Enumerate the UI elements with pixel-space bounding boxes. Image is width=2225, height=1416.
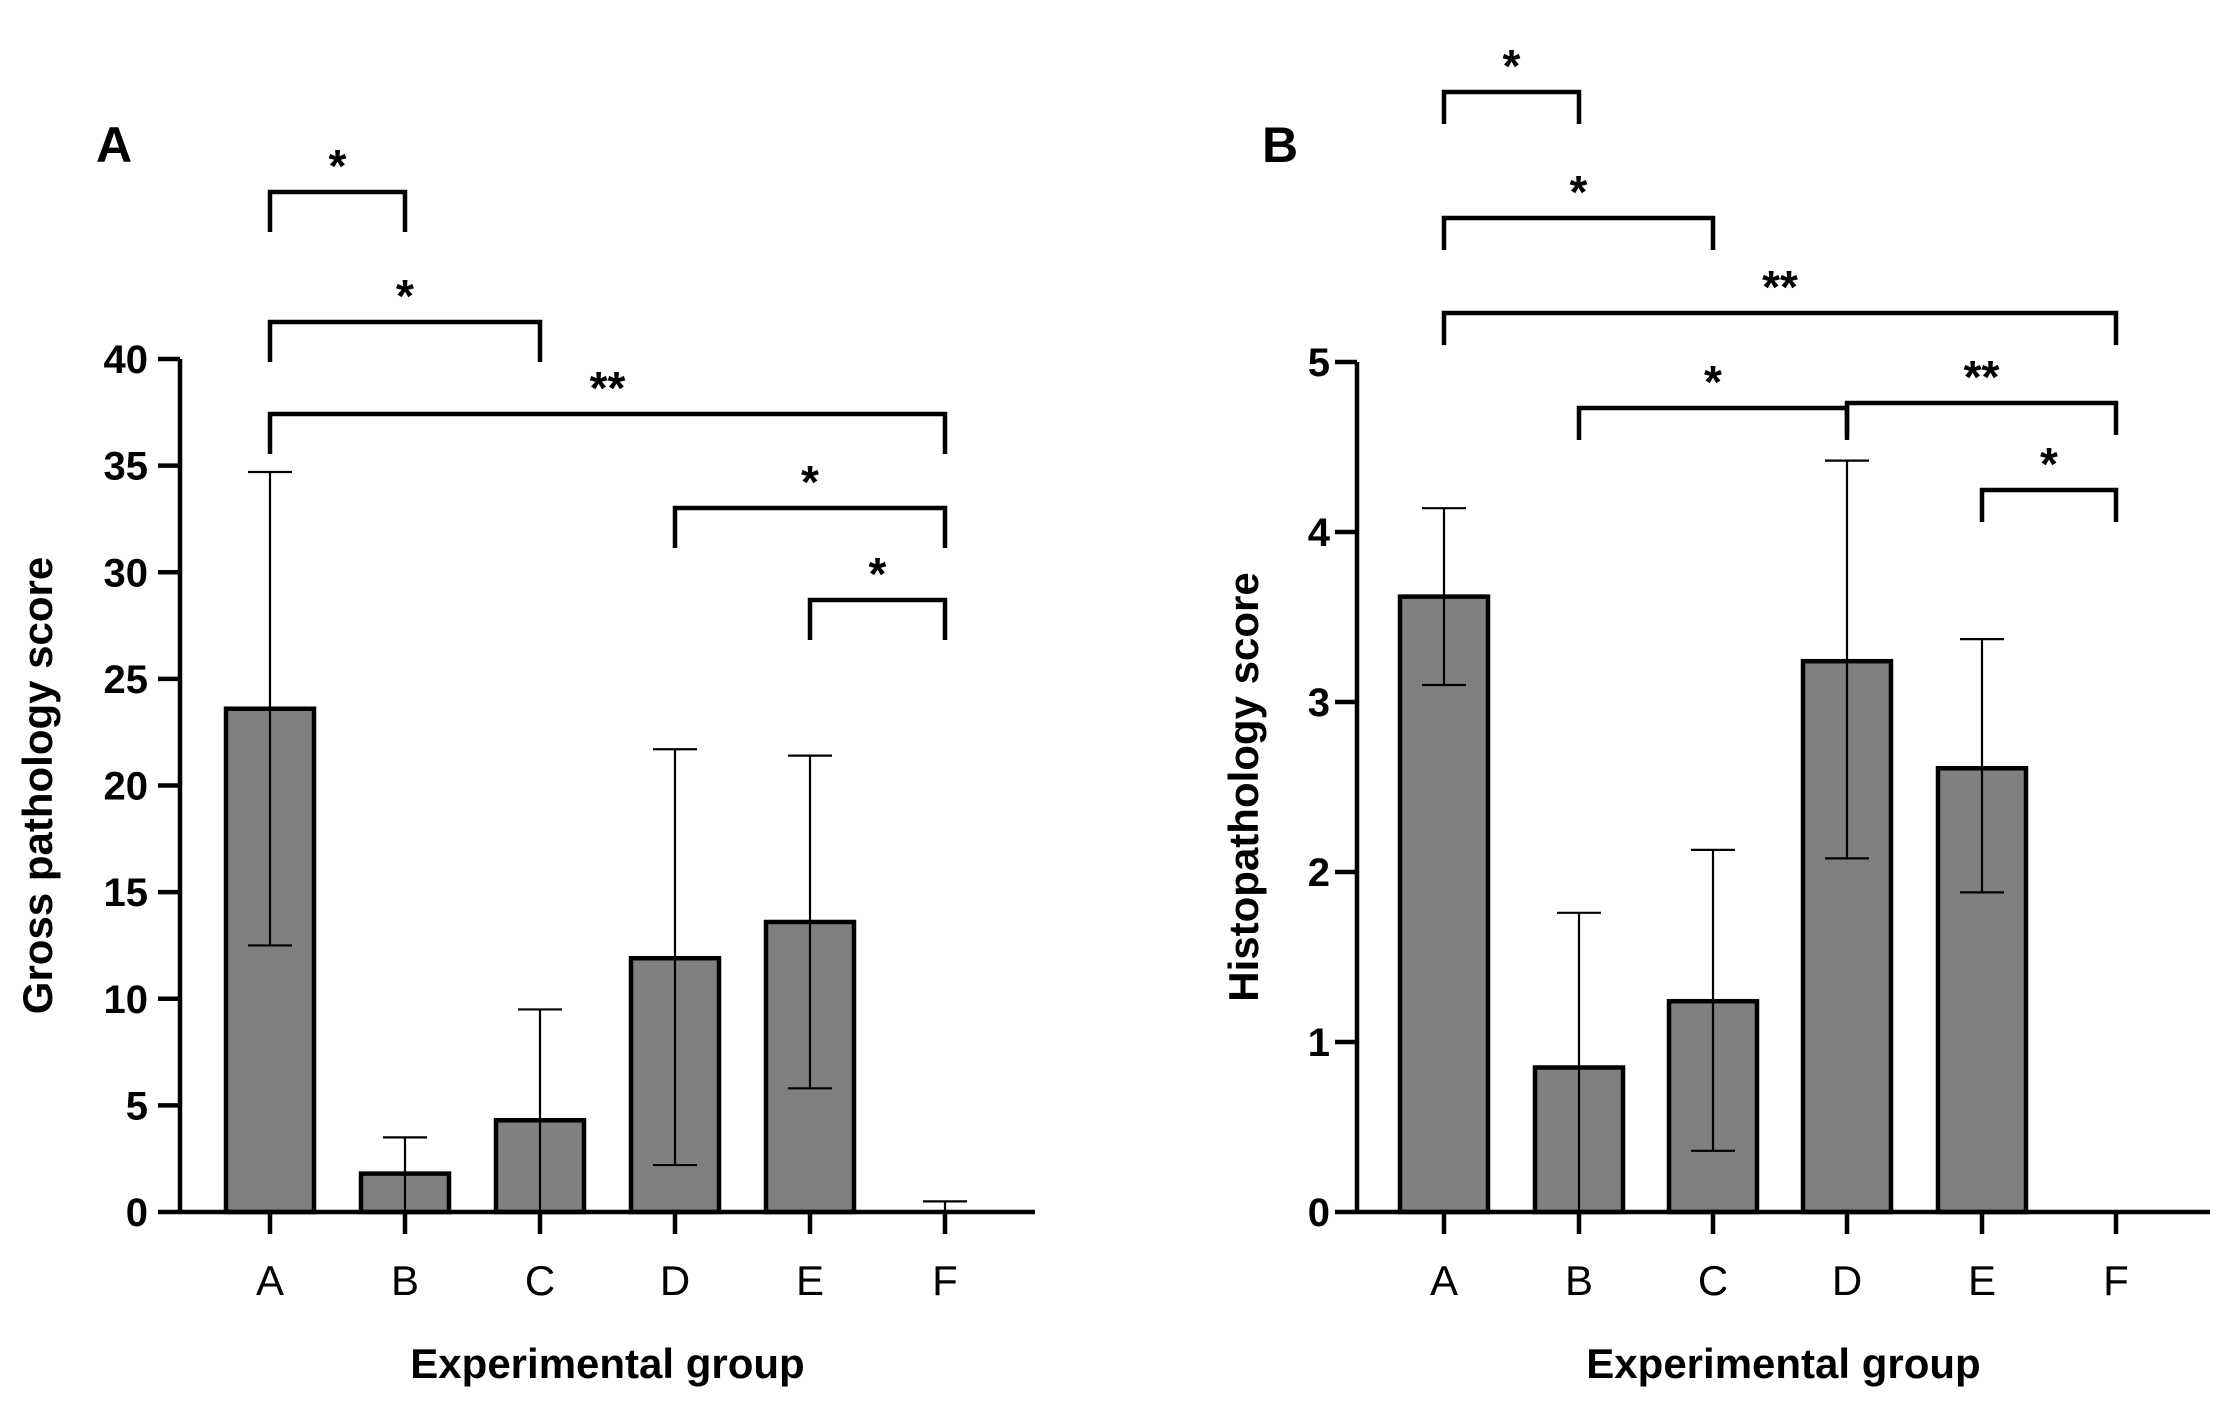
x-tick-label: D (660, 1257, 690, 1304)
bracket-line (672, 505, 948, 548)
significance-label: * (869, 548, 887, 600)
significance-bracket-a-f: ** (267, 362, 948, 454)
significance-label: ** (1762, 261, 1798, 313)
significance-bracket-a-c: * (267, 270, 543, 362)
y-tick-label: 5 (1308, 341, 1330, 385)
y-tick-label: 0 (126, 1191, 148, 1235)
x-tick-label: E (1968, 1257, 1996, 1304)
y-tick-label: 10 (104, 978, 149, 1022)
bracket-line (807, 597, 948, 640)
x-tick-label: A (1430, 1257, 1458, 1304)
significance-bracket-d-f: * (672, 456, 948, 548)
panel-letter: B (1262, 117, 1298, 173)
y-tick-label: 15 (104, 871, 149, 915)
bracket-line (1441, 310, 2119, 345)
bracket-line (267, 189, 408, 232)
y-tick-label: 4 (1308, 511, 1331, 555)
significance-label: * (1570, 166, 1588, 218)
y-axis-title: Gross pathology score (14, 557, 61, 1014)
y-tick-label: 2 (1308, 851, 1330, 895)
panel-b: B 0 1 2 3 4 5 A B C D E F Experimental group Histopath… (1220, 40, 2210, 1387)
significance-label: * (1704, 356, 1722, 408)
significance-bracket-e-f: * (1979, 438, 2119, 522)
y-axis-title: Histopathology score (1220, 572, 1267, 1001)
x-axis-title: Experimental group (1586, 1340, 1980, 1387)
significance-bracket-a-b: * (267, 140, 408, 232)
significance-bracket-a-b: * (1441, 40, 1582, 124)
x-tick-label: B (1565, 1257, 1593, 1304)
bracket-line (1576, 405, 1850, 440)
significance-label: * (2040, 438, 2058, 490)
significance-label: * (801, 456, 819, 508)
significance-label: * (396, 270, 414, 322)
bracket-line (1844, 400, 2119, 435)
significance-label: ** (1964, 351, 2000, 403)
significance-label: * (1503, 40, 1521, 92)
significance-label: * (329, 140, 347, 192)
panel-letter: A (96, 117, 132, 173)
y-tick-label: 40 (104, 338, 149, 382)
x-tick-label: F (932, 1257, 958, 1304)
bracket-line (267, 319, 543, 362)
y-tick-label: 0 (1308, 1191, 1330, 1235)
y-tick-label: 1 (1308, 1021, 1330, 1065)
significance-bracket-a-f: ** (1441, 261, 2119, 345)
x-tick-label: C (525, 1257, 555, 1304)
significance-bracket-e-f: * (807, 548, 948, 640)
y-tick-label: 5 (126, 1084, 148, 1128)
x-axis-title: Experimental group (410, 1340, 804, 1387)
bracket-line (1979, 487, 2119, 522)
x-tick-label: F (2103, 1257, 2129, 1304)
y-tick-label: 20 (104, 765, 149, 809)
significance-bracket-b-d: * (1576, 356, 1850, 440)
x-tick-label: E (796, 1257, 824, 1304)
x-tick-label: C (1698, 1257, 1728, 1304)
bracket-line (267, 411, 948, 454)
y-tick-label: 35 (104, 445, 149, 489)
significance-bracket-a-c: * (1441, 166, 1716, 250)
significance-label: ** (590, 362, 626, 414)
x-tick-label: A (256, 1257, 284, 1304)
x-tick-label: B (391, 1257, 419, 1304)
panel-a: A 0 5 10 15 20 25 30 35 40 A B C D E F Experimental grou… (14, 117, 1035, 1387)
significance-bracket-d-f: ** (1844, 351, 2119, 435)
x-tick-label: D (1832, 1257, 1862, 1304)
bracket-line (1441, 89, 1582, 124)
y-tick-label: 30 (104, 551, 149, 595)
y-tick-label: 3 (1308, 681, 1330, 725)
bracket-line (1441, 215, 1716, 250)
y-tick-label: 25 (104, 658, 149, 702)
bar-a (1397, 594, 1491, 1215)
